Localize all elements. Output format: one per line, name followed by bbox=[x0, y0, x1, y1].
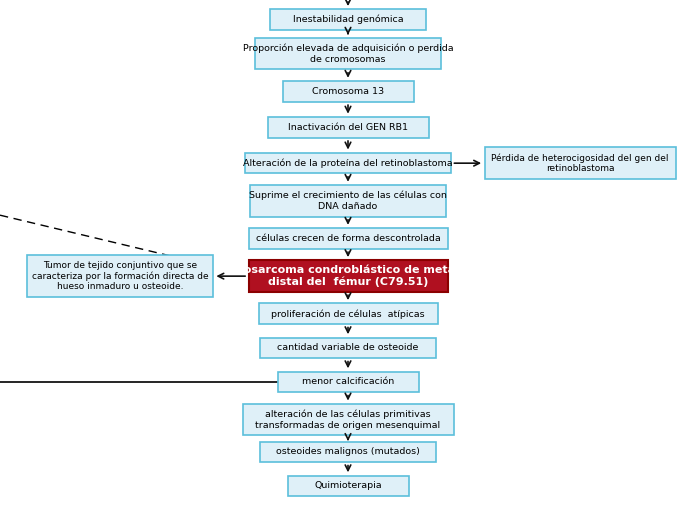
Text: cantidad variable de osteoide: cantidad variable de osteoide bbox=[277, 343, 419, 353]
FancyBboxPatch shape bbox=[267, 117, 429, 138]
Text: Tumor de tejido conjuntivo que se
caracteriza por la formación directa de
hueso : Tumor de tejido conjuntivo que se caract… bbox=[32, 261, 208, 291]
FancyBboxPatch shape bbox=[27, 255, 213, 297]
Text: Inestabilidad genómica: Inestabilidad genómica bbox=[293, 15, 403, 24]
Text: osteoides malignos (mutados): osteoides malignos (mutados) bbox=[276, 447, 420, 457]
FancyBboxPatch shape bbox=[278, 372, 418, 392]
FancyBboxPatch shape bbox=[283, 81, 413, 102]
Text: Quimioterapia: Quimioterapia bbox=[314, 482, 382, 490]
Text: Inactivación del GEN RB1: Inactivación del GEN RB1 bbox=[288, 123, 408, 132]
FancyBboxPatch shape bbox=[242, 404, 454, 435]
FancyBboxPatch shape bbox=[258, 304, 438, 324]
Text: alteración de las células primitivas
transformadas de origen mesenquimal: alteración de las células primitivas tra… bbox=[255, 410, 441, 430]
FancyBboxPatch shape bbox=[248, 228, 448, 249]
Text: células crecen de forma descontrolada: células crecen de forma descontrolada bbox=[255, 234, 441, 243]
FancyBboxPatch shape bbox=[260, 337, 436, 358]
FancyBboxPatch shape bbox=[484, 148, 676, 179]
FancyBboxPatch shape bbox=[248, 261, 448, 292]
FancyBboxPatch shape bbox=[287, 476, 409, 496]
Text: menor calcificación: menor calcificación bbox=[302, 378, 394, 386]
Text: Osteosarcoma condroblástico de metáfisis
distal del  fémur (C79.51): Osteosarcoma condroblástico de metáfisis… bbox=[215, 265, 481, 287]
FancyBboxPatch shape bbox=[245, 153, 451, 174]
FancyBboxPatch shape bbox=[255, 38, 441, 70]
FancyBboxPatch shape bbox=[250, 185, 446, 216]
Text: Alteración de la proteína del retinoblastoma: Alteración de la proteína del retinoblas… bbox=[243, 159, 453, 168]
Text: proliferación de células  atípicas: proliferación de células atípicas bbox=[271, 309, 425, 319]
Text: Cromosoma 13: Cromosoma 13 bbox=[312, 87, 384, 96]
Text: Proporción elevada de adquisición o perdida
de cromosomas: Proporción elevada de adquisición o perd… bbox=[243, 44, 453, 64]
Text: Pérdida de heterocigosidad del gen del
retinoblastoma: Pérdida de heterocigosidad del gen del r… bbox=[491, 153, 669, 173]
FancyBboxPatch shape bbox=[270, 9, 426, 30]
FancyBboxPatch shape bbox=[260, 441, 436, 462]
Text: Suprime el crecimiento de las células con
DNA dañado: Suprime el crecimiento de las células co… bbox=[249, 191, 447, 211]
